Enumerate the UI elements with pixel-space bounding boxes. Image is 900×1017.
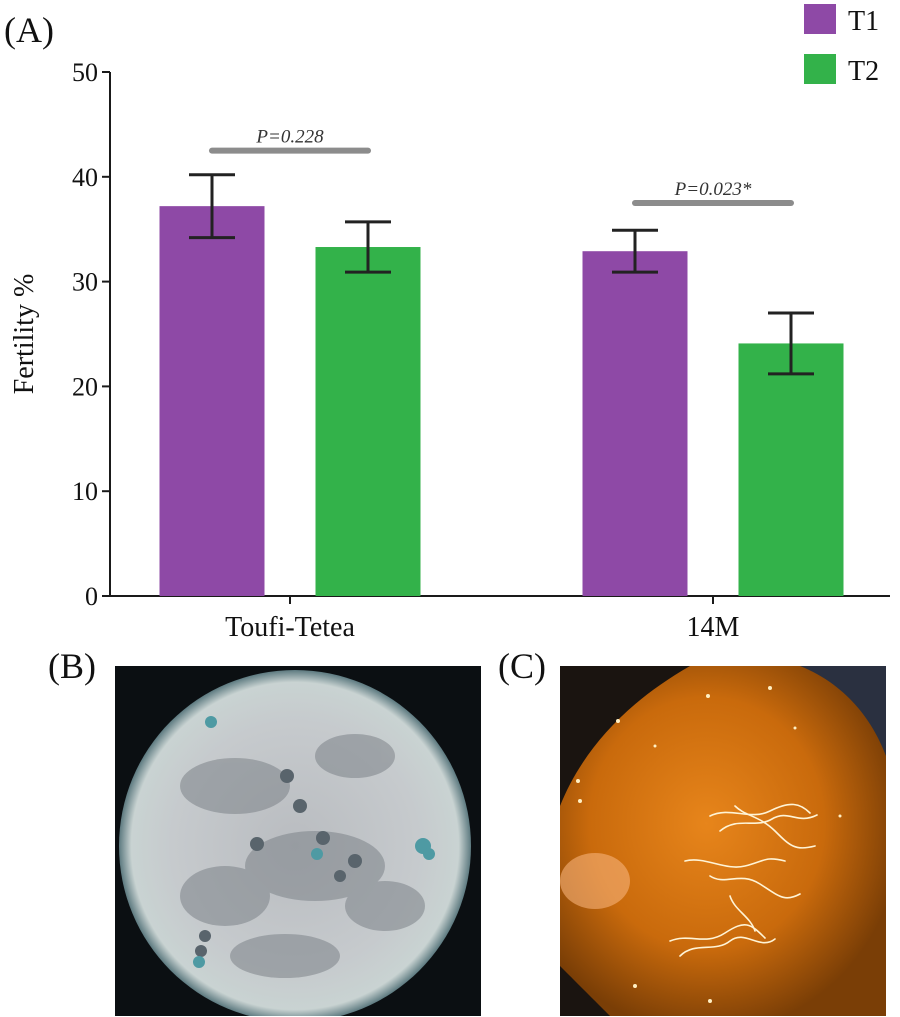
legend-swatch-t2 (804, 54, 836, 84)
x-tick-label: Toufi-Tetea (225, 612, 355, 643)
legend-label-t1: T1 (848, 6, 879, 37)
bar-t2-14m (738, 343, 844, 596)
legend-swatch-t1 (804, 4, 836, 34)
microscope-stained-cells-image (115, 666, 481, 1016)
y-tick-label: 30 (72, 268, 98, 297)
panel-label-c: (C) (498, 646, 546, 686)
panel-label-b: (B) (48, 646, 96, 686)
bar-t2-toufi-tetea (315, 247, 421, 597)
y-axis-title: Fertility % (9, 274, 40, 395)
y-tick-label: 10 (72, 477, 98, 506)
y-tick-label: 20 (72, 372, 98, 401)
panel-label-a: (A) (4, 10, 54, 50)
bar-t1-14m (582, 251, 688, 596)
p-value-label: P=0.023* (674, 179, 752, 200)
fertility-bar-chart: 0 10 20 30 40 50 Fertility % Toufi-Tetea 14M P=0.… (9, 4, 890, 643)
y-tick-label: 0 (85, 582, 98, 611)
legend-label-t2: T2 (848, 56, 879, 87)
microscope-sperm-motility-image (560, 666, 886, 1016)
p-value-label: P=0.228 (255, 127, 324, 148)
y-tick-label: 50 (72, 58, 98, 87)
x-tick-label: 14M (687, 612, 740, 643)
y-tick-label: 40 (72, 163, 98, 192)
bar-t1-toufi-tetea (159, 206, 265, 597)
